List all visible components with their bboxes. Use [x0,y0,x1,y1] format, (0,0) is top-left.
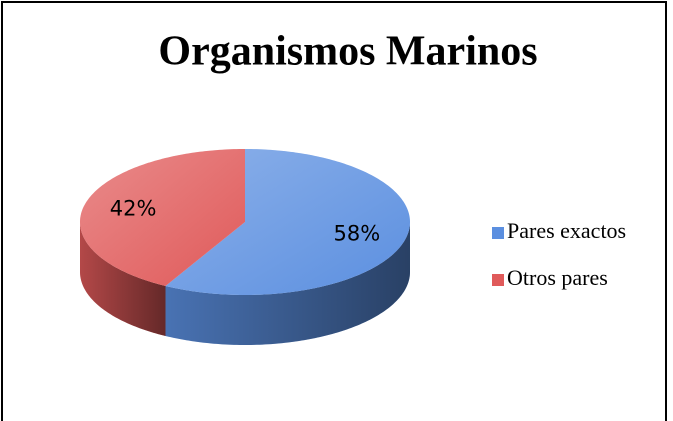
slice-shine [165,149,410,295]
legend-swatch [492,227,504,239]
slice-side-shade [165,222,410,345]
slice-side-shade [80,222,166,336]
data-label: 58% [334,222,381,246]
data-label: 42% [110,196,157,220]
legend-swatch [492,274,504,286]
legend-label: Otros pares [507,265,608,290]
slice-shine [80,149,245,286]
legend-label: Pares exactos [507,218,626,243]
chart-title: Organismos Marinos [158,29,537,75]
